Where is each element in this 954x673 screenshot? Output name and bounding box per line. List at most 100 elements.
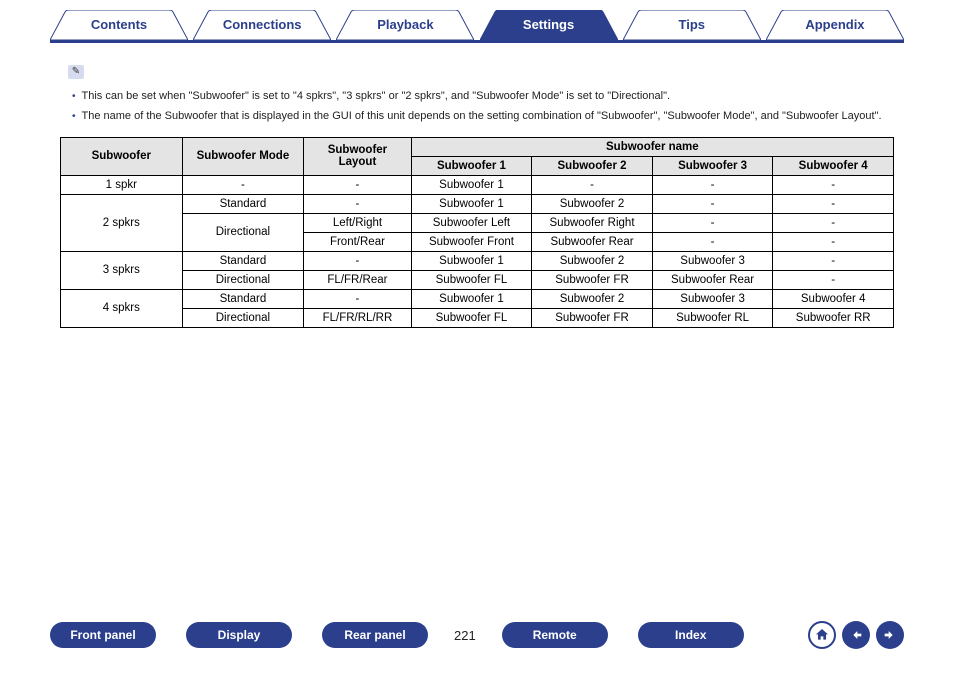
- cell: Standard: [182, 251, 304, 270]
- cell: Subwoofer 2: [532, 194, 653, 213]
- pill-label: Front panel: [70, 628, 135, 642]
- cell: Standard: [182, 289, 304, 308]
- cell: 2 spkrs: [61, 194, 183, 251]
- cell: Directional: [182, 270, 304, 289]
- cell: Subwoofer FL: [411, 308, 532, 327]
- cell: Subwoofer Rear: [652, 270, 773, 289]
- cell: Subwoofer 3: [652, 289, 773, 308]
- pill-label: Display: [218, 628, 261, 642]
- next-button[interactable]: [876, 621, 904, 649]
- subwoofer-table: Subwoofer Subwoofer Mode Subwoofer Layou…: [60, 137, 894, 328]
- link-display[interactable]: Display: [186, 622, 292, 648]
- cell: -: [773, 175, 894, 194]
- note-icon: ✎: [68, 65, 84, 79]
- cell: Subwoofer 2: [532, 251, 653, 270]
- cell: -: [773, 251, 894, 270]
- cell: Subwoofer 3: [652, 251, 773, 270]
- nav-icons: [808, 621, 904, 649]
- cell: Subwoofer Rear: [532, 232, 653, 251]
- tab-connections[interactable]: Connections: [193, 10, 331, 40]
- cell: Subwoofer FR: [532, 308, 653, 327]
- page-number: 221: [454, 628, 476, 643]
- home-icon: [814, 627, 830, 643]
- note-item: This can be set when "Subwoofer" is set …: [72, 87, 894, 107]
- cell: Subwoofer 1: [411, 194, 532, 213]
- table-row: Directional Left/Right Subwoofer Left Su…: [61, 213, 894, 232]
- prev-button[interactable]: [842, 621, 870, 649]
- cell: -: [304, 175, 411, 194]
- cell: -: [182, 175, 304, 194]
- th-name-group: Subwoofer name: [411, 137, 893, 156]
- tab-label: Tips: [679, 17, 706, 32]
- bottom-bar: Front panel Display Rear panel 221 Remot…: [0, 621, 954, 649]
- cell: Front/Rear: [304, 232, 411, 251]
- table-row: 2 spkrs Standard - Subwoofer 1 Subwoofer…: [61, 194, 894, 213]
- tab-label: Appendix: [805, 17, 864, 32]
- table-row: 4 spkrs Standard - Subwoofer 1 Subwoofer…: [61, 289, 894, 308]
- cell: FL/FR/Rear: [304, 270, 411, 289]
- cell: Subwoofer FL: [411, 270, 532, 289]
- link-rear-panel[interactable]: Rear panel: [322, 622, 428, 648]
- arrow-left-icon: [848, 627, 864, 643]
- th-layout: Subwoofer Layout: [304, 137, 411, 175]
- table-row: 3 spkrs Standard - Subwoofer 1 Subwoofer…: [61, 251, 894, 270]
- cell: 4 spkrs: [61, 289, 183, 327]
- cell: Subwoofer Left: [411, 213, 532, 232]
- cell: Left/Right: [304, 213, 411, 232]
- table-row: 1 spkr - - Subwoofer 1 - - -: [61, 175, 894, 194]
- cell: Subwoofer 1: [411, 251, 532, 270]
- cell: -: [652, 194, 773, 213]
- top-nav: Contents Connections Playback Settings T…: [0, 0, 954, 40]
- link-remote[interactable]: Remote: [502, 622, 608, 648]
- cell: FL/FR/RL/RR: [304, 308, 411, 327]
- home-button[interactable]: [808, 621, 836, 649]
- link-index[interactable]: Index: [638, 622, 744, 648]
- note-item: The name of the Subwoofer that is displa…: [72, 107, 894, 127]
- cell: -: [773, 232, 894, 251]
- tab-tips[interactable]: Tips: [623, 10, 761, 40]
- th-subwoofer: Subwoofer: [61, 137, 183, 175]
- cell: Subwoofer RL: [652, 308, 773, 327]
- cell: Subwoofer FR: [532, 270, 653, 289]
- cell: Subwoofer 1: [411, 175, 532, 194]
- cell: -: [773, 194, 894, 213]
- tab-label: Connections: [223, 17, 302, 32]
- cell: Subwoofer Right: [532, 213, 653, 232]
- tab-label: Playback: [377, 17, 433, 32]
- cell: 3 spkrs: [61, 251, 183, 289]
- divider: [50, 40, 904, 43]
- th-n1: Subwoofer 1: [411, 156, 532, 175]
- table-row: Directional FL/FR/Rear Subwoofer FL Subw…: [61, 270, 894, 289]
- tab-settings[interactable]: Settings: [480, 10, 618, 40]
- th-n3: Subwoofer 3: [652, 156, 773, 175]
- cell: 1 spkr: [61, 175, 183, 194]
- cell: Directional: [182, 308, 304, 327]
- cell: Subwoofer Front: [411, 232, 532, 251]
- cell: -: [304, 289, 411, 308]
- page-content: ✎ This can be set when "Subwoofer" is se…: [0, 61, 954, 328]
- pill-label: Remote: [533, 628, 577, 642]
- cell: -: [532, 175, 653, 194]
- tab-appendix[interactable]: Appendix: [766, 10, 904, 40]
- cell: -: [652, 232, 773, 251]
- th-mode: Subwoofer Mode: [182, 137, 304, 175]
- cell: Subwoofer RR: [773, 308, 894, 327]
- cell: -: [652, 213, 773, 232]
- th-n4: Subwoofer 4: [773, 156, 894, 175]
- cell: Subwoofer 2: [532, 289, 653, 308]
- cell: -: [652, 175, 773, 194]
- th-n2: Subwoofer 2: [532, 156, 653, 175]
- link-front-panel[interactable]: Front panel: [50, 622, 156, 648]
- notes-list: This can be set when "Subwoofer" is set …: [72, 87, 894, 127]
- pill-label: Index: [675, 628, 706, 642]
- cell: Directional: [182, 213, 304, 251]
- arrow-right-icon: [882, 627, 898, 643]
- tab-playback[interactable]: Playback: [336, 10, 474, 40]
- pill-label: Rear panel: [344, 628, 405, 642]
- table-row: Directional FL/FR/RL/RR Subwoofer FL Sub…: [61, 308, 894, 327]
- cell: Standard: [182, 194, 304, 213]
- tab-contents[interactable]: Contents: [50, 10, 188, 40]
- cell: -: [304, 194, 411, 213]
- tab-label: Contents: [91, 17, 147, 32]
- cell: Subwoofer 1: [411, 289, 532, 308]
